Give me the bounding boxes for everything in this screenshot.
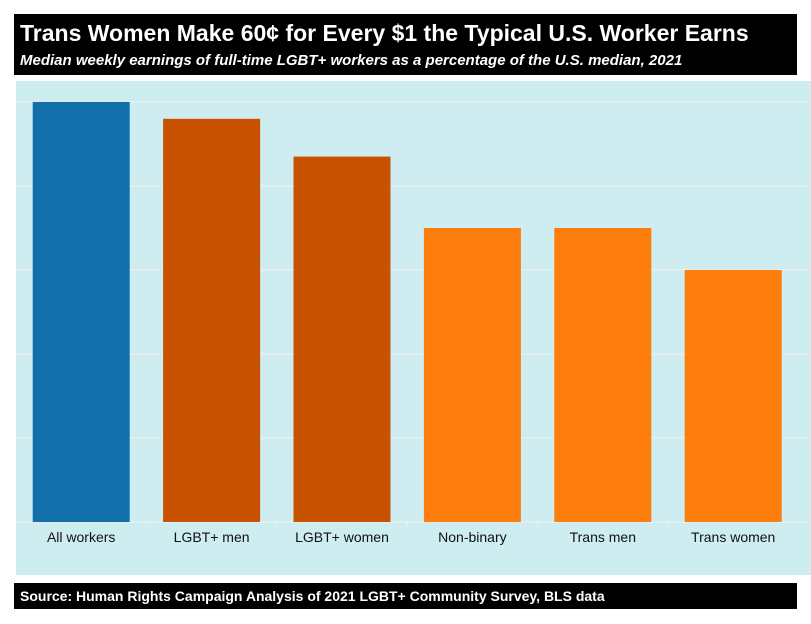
x-tick-label: Trans women [691,529,775,545]
bar [293,156,391,522]
bar-chart: All workers LGBT+ men LGBT+ women Non-binar… [16,101,811,545]
chart-subtitle: Median weekly earnings of full-time LGBT… [20,52,683,69]
bar [32,102,130,522]
bar [163,118,261,523]
bar [423,228,521,522]
bar [684,270,782,522]
x-tick-label: Trans men [570,529,636,545]
bar [554,228,652,522]
title-banner: Trans Women Make 60¢ for Every $1 the Ty… [14,14,797,75]
x-tick-label: Non-binary [438,529,506,545]
plot-panel: All workers LGBT+ men LGBT+ women Non-binar… [16,81,811,575]
x-tick-label: All workers [47,529,115,545]
x-tick-label: LGBT+ women [295,529,389,545]
chart-title: Trans Women Make 60¢ for Every $1 the Ty… [20,20,749,46]
x-tick-label: LGBT+ men [174,529,250,545]
source-note: Source: Human Rights Campaign Analysis o… [14,583,797,609]
